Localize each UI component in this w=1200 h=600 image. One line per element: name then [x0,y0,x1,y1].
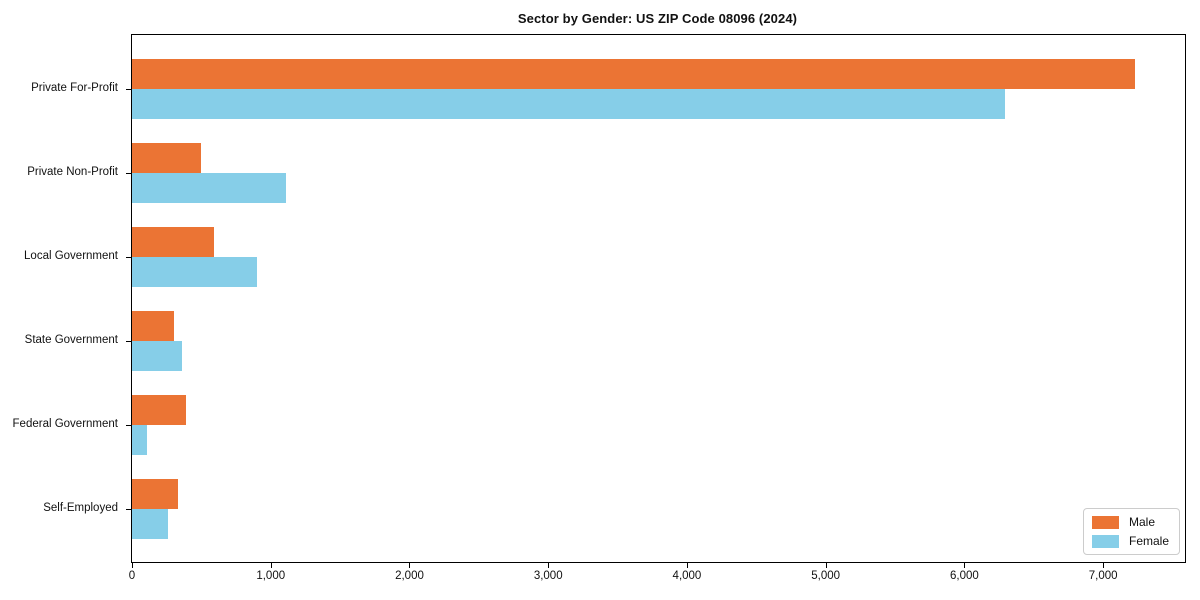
plot-area: Male Female 0 1,000 2,000 3,000 4,000 5,000 6,0… [126,34,1186,582]
bar-male-3 [132,311,174,341]
x-tick-label-2: 2,000 [395,570,424,582]
x-tick-mark-6 [964,563,966,568]
bar-female-2 [132,257,257,287]
x-tick-label-3: 3,000 [533,570,563,582]
x-tick-label-1: 1,000 [256,570,286,582]
y-tick-mark-4 [126,425,131,426]
y-tick-label-4: Federal Government [12,418,118,430]
y-tick-mark-0 [126,89,131,90]
x-tick-mark-1 [270,563,272,568]
legend-entry-male: Male [1091,515,1169,529]
x-tick-label-5: 5,000 [811,570,841,582]
y-tick-mark-2 [126,257,131,258]
x-tick-label-7: 7,000 [1088,570,1118,582]
y-tick-label-0: Private For-Profit [31,82,118,94]
x-tick-mark-2 [409,563,411,568]
y-tick-label-2: Local Government [24,250,118,262]
y-tick-mark-3 [126,341,131,342]
bar-male-2 [132,227,214,257]
x-tick-mark-3 [548,563,550,568]
bar-female-1 [132,173,286,203]
y-tick-label-1: Private Non-Profit [27,166,118,178]
bar-male-4 [132,395,187,425]
x-tick-mark-5 [825,563,827,568]
x-tick-label-6: 6,000 [950,570,979,582]
chart-title: Sector by Gender: US ZIP Code 08096 (202… [517,11,798,26]
bar-male-0 [132,59,1136,89]
x-tick-mark-4 [686,563,688,568]
bar-male-5 [132,479,178,509]
y-tick-mark-1 [126,173,131,174]
x-tick-label-4: 4,000 [672,570,702,582]
x-tick-mark-7 [1103,563,1105,568]
y-tick-label-5: Self-Employed [43,502,118,514]
x-tick-label-0: 0 [128,570,136,582]
legend-swatch-female [1091,534,1119,548]
legend-swatch-male [1091,515,1119,529]
y-tick-mark-5 [126,509,131,510]
y-axis-labels: Private For-Profit Private Non-Profit Loca… [0,34,122,561]
legend-entry-female: Female [1091,534,1169,548]
legend-label-male: Male [1128,515,1155,529]
y-tick-label-3: State Government [24,334,118,346]
bar-female-4 [132,425,148,455]
bar-male-1 [132,143,202,173]
bar-female-0 [132,89,1005,119]
legend: Male Female [1082,508,1180,555]
x-tick-mark-0 [132,563,133,568]
bar-female-5 [132,509,169,539]
bar-female-3 [132,341,182,371]
legend-label-female: Female [1128,534,1169,548]
